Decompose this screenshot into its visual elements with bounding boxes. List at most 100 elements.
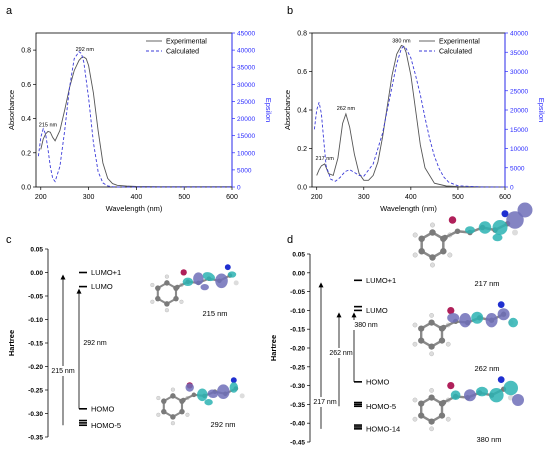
hydrogen-atom — [445, 341, 451, 347]
carbon-atom — [429, 229, 436, 236]
orbital-lobe — [185, 383, 194, 392]
orbital-lobe — [200, 283, 209, 291]
y2-tick-label: 5000 — [510, 165, 525, 172]
y2-tick-label: 0 — [510, 185, 514, 192]
hydrogen-atom — [429, 426, 434, 432]
hydrogen-atom — [239, 393, 245, 399]
hydrogen-atom — [150, 282, 155, 288]
hydrogen-atom — [429, 388, 434, 393]
y2-tick-label: 30000 — [510, 69, 528, 76]
transition-label-bg — [352, 320, 380, 330]
carbon-atom — [428, 343, 435, 350]
y2-tick-label: 25000 — [237, 99, 255, 106]
carbon-atom — [164, 301, 170, 307]
nitrogen-atom — [497, 301, 505, 308]
orbital-caption: 292 nm — [210, 420, 235, 429]
y2-tick-label: 40000 — [237, 48, 255, 55]
y-tick-label: 0.4 — [297, 108, 307, 115]
y-tick-label: -0.35 — [290, 402, 305, 409]
hydrogen-atom — [412, 322, 418, 328]
y-tick-label: -0.05 — [290, 289, 305, 296]
molecule-icon — [150, 264, 239, 313]
hydrogen-atom — [412, 397, 418, 403]
y-tick-label: 0.05 — [292, 252, 305, 259]
arrowhead — [318, 282, 324, 288]
x-tick-label: 400 — [405, 194, 417, 201]
carbon-atom — [440, 248, 447, 255]
energy-level-label: HOMO — [91, 404, 114, 413]
orbital-lobe — [202, 272, 215, 282]
carbon-atom — [170, 414, 176, 420]
y-tick-label: -0.20 — [28, 364, 43, 371]
orbital-lobe — [207, 389, 219, 399]
peak-annotation: 217 nm — [316, 156, 335, 162]
energy-level-label: LUMO+1 — [91, 268, 121, 277]
carbon-atom — [418, 325, 425, 332]
x-tick-label: 500 — [452, 194, 464, 201]
y-axis-label: Absorbance — [283, 90, 292, 130]
y-tick-label: -0.10 — [290, 308, 305, 315]
carbon-atom — [175, 284, 180, 290]
y2-tick-label: 20000 — [237, 116, 255, 123]
orbital-lobe — [476, 386, 488, 397]
x-axis-label: Wavelength (nm) — [380, 204, 437, 213]
spectrum-chart-a: 200 300 400 500 600 0.0 0.2 0.4 0.6 0.8 0 5000 10000… — [7, 31, 273, 214]
energy-level-label: HOMO-5 — [366, 402, 396, 411]
hydrogen-atom — [429, 351, 434, 357]
y-tick-label: 0.00 — [292, 270, 305, 277]
orbital-lobe — [204, 399, 213, 406]
molecule-icon — [412, 301, 518, 357]
carbon-atom — [155, 285, 161, 291]
carbon-atom — [418, 400, 425, 407]
y-tick-label: -0.45 — [290, 440, 305, 447]
carbon-atom — [440, 399, 447, 406]
arrowhead — [351, 312, 357, 318]
y2-tick-label: 25000 — [510, 88, 528, 95]
series-line-experimental — [40, 56, 232, 188]
arrowhead — [336, 312, 342, 318]
hydrogen-atom — [412, 232, 418, 238]
carbon-atom — [170, 393, 176, 399]
orbital-lobe — [478, 221, 492, 234]
carbon-atom — [164, 280, 170, 286]
orbital-lobe — [182, 277, 194, 287]
orbital-lobe — [492, 233, 503, 242]
orbital-lobe — [227, 271, 237, 278]
y-tick-label: -0.20 — [290, 346, 305, 353]
y-tick-label: -0.05 — [28, 294, 43, 301]
y2-tick-label: 30000 — [237, 82, 255, 89]
x-axis-label: Wavelength (nm) — [106, 204, 163, 213]
y2-tick-label: 35000 — [510, 50, 528, 57]
transition-label: 262 nm — [329, 350, 353, 357]
hydrogen-atom — [185, 412, 190, 417]
y-axis-label: Absorbance — [7, 90, 16, 130]
transition-label: 380 nm — [354, 322, 378, 329]
y-tick-label: 0.2 — [21, 150, 31, 157]
orbital-lobe — [485, 313, 498, 328]
hydrogen-atom — [512, 229, 518, 236]
peak-annotation: 380 nm — [392, 38, 411, 44]
transition-label: 292 nm — [83, 340, 107, 347]
transition-label-bg — [49, 366, 77, 376]
x-tick-label: 500 — [178, 194, 190, 201]
x-tick-label: 300 — [83, 194, 95, 201]
orbital-lobe — [492, 220, 508, 235]
carbon-atom — [438, 412, 446, 419]
arrowhead — [76, 288, 82, 294]
y-axis-label: Hartree — [269, 335, 278, 361]
molecule-icon — [156, 377, 245, 426]
nitrogen-atom — [501, 210, 509, 218]
y-tick-label: -0.35 — [28, 435, 43, 442]
orbital-lobe — [464, 389, 476, 402]
orbital-lobe — [512, 394, 524, 406]
orbital-lobe — [508, 317, 518, 328]
y2-tick-label: 0 — [237, 185, 241, 192]
carbon-atom — [161, 408, 167, 415]
y-tick-label: 0.05 — [30, 247, 43, 254]
x-tick-label: 200 — [35, 194, 47, 201]
y-tick-label: 0.8 — [297, 31, 307, 38]
nitrogen-atom — [224, 264, 231, 271]
y2-tick-label: 15000 — [237, 133, 255, 140]
legend-label: Experimental — [439, 39, 480, 46]
y-tick-label: -0.25 — [290, 364, 305, 371]
